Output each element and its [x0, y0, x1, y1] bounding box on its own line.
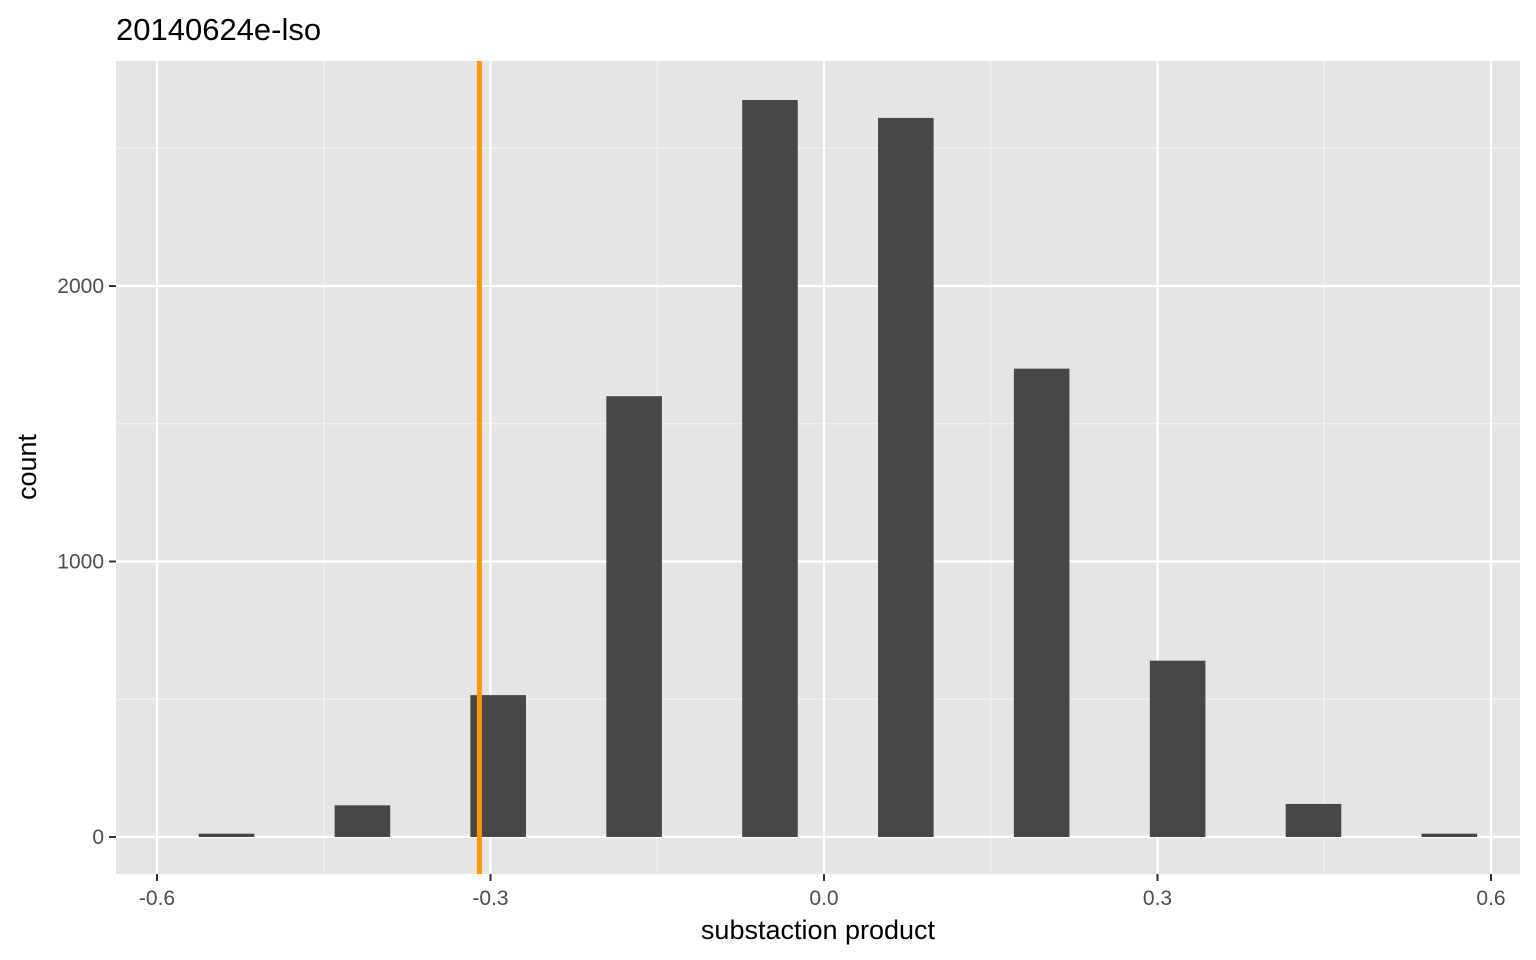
x-tick-label: 0.0 [809, 887, 838, 910]
histogram-bar [606, 396, 662, 837]
y-tick-label: 0 [92, 826, 104, 849]
histogram-bar [198, 833, 255, 837]
plot-panel [116, 61, 1520, 874]
histogram-bar [1149, 660, 1206, 837]
y-axis-label: count [12, 433, 42, 500]
x-tick-label: 0.3 [1143, 887, 1172, 910]
y-tick-label: 1000 [57, 551, 104, 574]
histogram-bar [1013, 368, 1070, 837]
chart-title: 20140624e-lso [116, 12, 321, 47]
histogram-bar [1285, 803, 1342, 837]
y-tick-label: 2000 [57, 275, 104, 298]
bars [198, 100, 1478, 838]
x-tick-label: -0.3 [472, 887, 508, 910]
histogram-bar [878, 117, 934, 837]
histogram-bar [742, 100, 798, 838]
x-axis-label: substaction product [701, 915, 936, 945]
x-tick-label: 0.6 [1476, 887, 1505, 910]
histogram-bar [334, 805, 391, 837]
histogram-bar [1421, 833, 1478, 837]
axes: -0.6 -0.3 0.0 0.3 0.6 0 1000 2000 [57, 275, 1505, 910]
x-tick-label: -0.6 [139, 887, 175, 910]
